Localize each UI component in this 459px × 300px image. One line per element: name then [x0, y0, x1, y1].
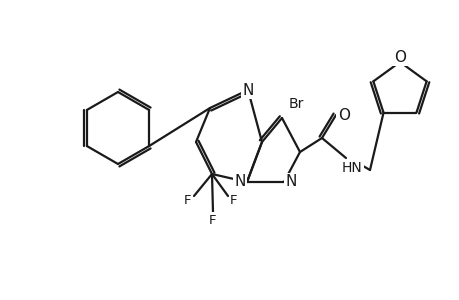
- Text: F: F: [230, 194, 237, 206]
- Text: N: N: [234, 175, 245, 190]
- Text: O: O: [393, 50, 405, 64]
- Text: N: N: [242, 82, 253, 98]
- Text: N: N: [285, 175, 296, 190]
- Text: HN: HN: [341, 161, 362, 175]
- Text: F: F: [209, 214, 216, 226]
- Text: O: O: [337, 107, 349, 122]
- Text: Br: Br: [288, 97, 303, 111]
- Text: F: F: [184, 194, 191, 206]
